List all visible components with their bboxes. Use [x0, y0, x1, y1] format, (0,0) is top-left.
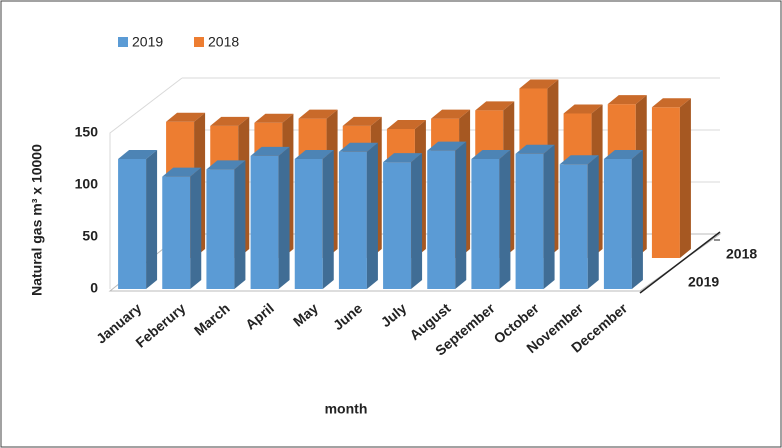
x-axis-title: month — [325, 401, 368, 417]
bar-side — [631, 150, 643, 289]
y-tick-label: 100 — [75, 176, 99, 192]
bar-top — [475, 101, 515, 111]
bar — [338, 142, 378, 289]
bar-top — [603, 150, 643, 159]
bar-side — [234, 160, 246, 289]
bar-top — [383, 153, 423, 163]
legend-swatch — [194, 37, 204, 47]
legend-label: 2018 — [208, 34, 239, 50]
y-tick-label: 0 — [90, 280, 98, 296]
bar-front — [559, 164, 588, 289]
bar-top — [559, 155, 599, 165]
bar-top — [118, 150, 158, 159]
bar-front — [651, 107, 680, 258]
bar — [294, 150, 334, 289]
bar-side — [587, 155, 599, 289]
bar — [471, 150, 511, 289]
bar-side — [455, 141, 467, 289]
bar-front — [250, 155, 279, 289]
bar-top — [162, 167, 202, 177]
bar-top — [298, 109, 338, 119]
bar — [559, 155, 599, 289]
bar-front — [294, 159, 323, 289]
bar-top — [427, 141, 467, 151]
bar-top — [607, 95, 647, 105]
bar-top — [210, 116, 250, 126]
y-axis-title: Natural gas m³ x 10000 — [29, 144, 45, 296]
bar — [118, 150, 158, 289]
legend-label: 2019 — [132, 34, 163, 50]
bar-front — [338, 151, 367, 289]
bar-top — [250, 146, 290, 156]
y-tick-label: 150 — [75, 124, 99, 140]
bar — [515, 144, 555, 289]
bar-top — [294, 150, 334, 159]
bar-top — [166, 112, 206, 122]
bar-top — [519, 79, 559, 89]
bar-front — [118, 159, 147, 289]
bar-top — [431, 109, 471, 119]
depth-label: 2019 — [688, 274, 719, 290]
bar-top — [563, 104, 603, 114]
bar — [206, 160, 246, 289]
bar — [603, 150, 643, 289]
bar-front — [471, 159, 500, 289]
bar-top — [206, 160, 246, 170]
bar-top — [338, 142, 378, 152]
bar-top — [342, 116, 382, 126]
bar-top — [515, 144, 555, 154]
bar-front — [162, 176, 191, 289]
bar-front — [603, 159, 632, 289]
floor-edge — [639, 231, 721, 294]
bar-front — [427, 150, 456, 289]
depth-label: 2018 — [726, 246, 757, 262]
bar-front — [515, 153, 544, 289]
bar — [651, 98, 691, 258]
bar-side — [499, 150, 511, 289]
bar-front — [383, 162, 412, 289]
bar-side — [543, 144, 555, 289]
bar-top — [471, 150, 511, 159]
bar-side — [322, 150, 334, 289]
bar-front — [206, 169, 235, 289]
bar-side — [190, 167, 202, 289]
side-wall — [109, 77, 183, 289]
bar — [250, 146, 290, 289]
bar — [162, 167, 202, 289]
bar-top — [651, 98, 691, 108]
bar-side — [366, 142, 378, 289]
bar-side — [679, 98, 691, 258]
bar — [383, 153, 423, 289]
bar-top — [254, 113, 294, 123]
bar-side — [411, 153, 423, 289]
legend-swatch — [118, 37, 128, 47]
y-tick-label: 50 — [82, 228, 98, 244]
bar-side — [146, 150, 158, 289]
bar — [427, 141, 467, 289]
bar-side — [278, 146, 290, 289]
bar-top — [386, 120, 426, 130]
